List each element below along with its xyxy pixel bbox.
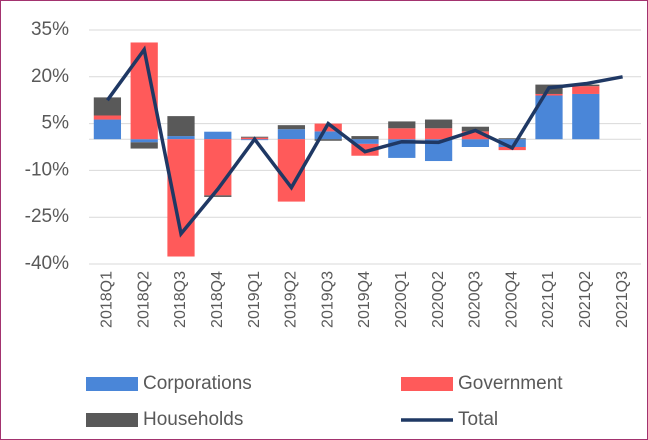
bar <box>424 119 453 129</box>
y-tick-label: -40% <box>25 253 69 274</box>
bar <box>167 136 195 140</box>
bar <box>93 115 122 120</box>
x-tick-label: 2021Q3 <box>614 271 631 328</box>
bar <box>424 139 453 162</box>
x-tick-label: 2020Q3 <box>467 271 484 328</box>
legend-label: Total <box>458 409 498 430</box>
bar <box>572 93 600 140</box>
bar <box>314 139 342 141</box>
bar <box>167 139 195 257</box>
x-tick-label: 2020Q2 <box>430 271 447 328</box>
bar <box>535 93 563 96</box>
x-tick-label: 2018Q2 <box>135 271 152 328</box>
legend-swatch <box>86 413 138 427</box>
y-tick-label: -25% <box>25 206 69 227</box>
bar <box>130 142 158 149</box>
bar <box>572 86 600 94</box>
bar <box>388 128 416 140</box>
y-tick-label: -10% <box>25 159 69 180</box>
x-tick-label: 2019Q2 <box>283 271 300 328</box>
bar <box>93 97 122 116</box>
bar <box>461 131 490 140</box>
legend-swatch <box>401 377 453 391</box>
x-tick-label: 2020Q1 <box>393 271 410 328</box>
x-tick-label: 2019Q1 <box>246 271 263 328</box>
bar <box>130 139 158 143</box>
x-tick-label: 2021Q1 <box>540 271 557 328</box>
bar <box>204 139 232 196</box>
bar <box>498 139 526 147</box>
legend-swatch <box>86 377 138 391</box>
bar <box>498 138 526 140</box>
y-tick-label: 5% <box>42 113 70 134</box>
x-tick-label: 2018Q1 <box>99 271 116 328</box>
legend-label: Government <box>458 373 563 394</box>
line <box>105 45 623 238</box>
bar <box>388 121 416 129</box>
x-tick-label: 2018Q3 <box>172 271 189 328</box>
bar <box>461 139 490 147</box>
bar <box>204 131 232 140</box>
x-tick-label: 2019Q3 <box>319 271 336 328</box>
legend-label: Corporations <box>143 373 252 394</box>
bar <box>277 129 306 140</box>
bar <box>167 116 195 137</box>
y-tick-label: 35% <box>31 19 69 40</box>
bar <box>204 195 232 197</box>
x-tick-label: 2021Q2 <box>577 271 594 328</box>
bar <box>314 123 342 132</box>
bar <box>351 139 379 144</box>
bar <box>93 119 122 140</box>
legend-label: Households <box>143 409 243 430</box>
bar <box>351 136 379 140</box>
x-tick-label: 2019Q4 <box>356 271 373 328</box>
bar <box>314 131 342 140</box>
bar <box>424 128 453 140</box>
x-tick-label: 2018Q4 <box>209 271 226 328</box>
y-tick-label: 20% <box>31 66 69 87</box>
bar <box>277 125 306 130</box>
x-tick-label: 2020Q4 <box>503 271 520 328</box>
